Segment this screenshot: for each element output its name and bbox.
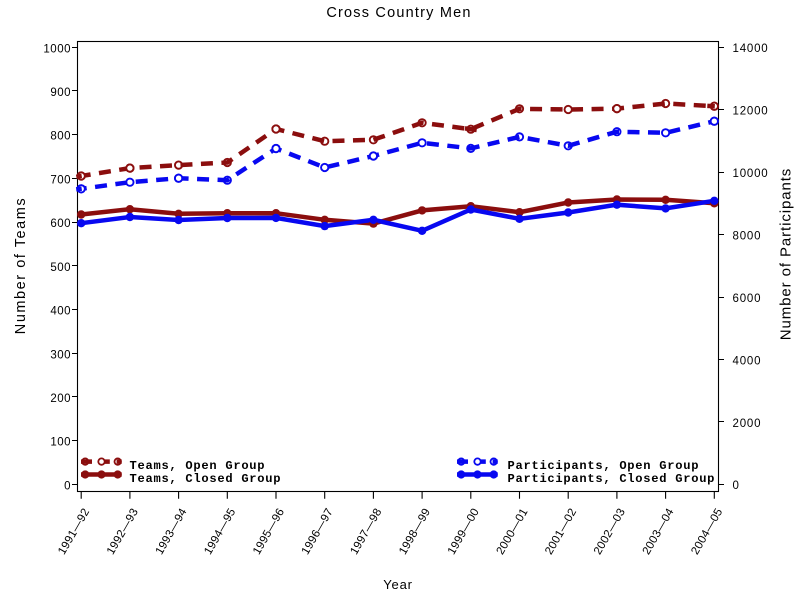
svg-text:0: 0 <box>64 480 71 492</box>
svg-text:Number of Teams: Number of Teams <box>13 197 29 334</box>
svg-text:100: 100 <box>50 437 71 449</box>
svg-text:14000: 14000 <box>733 43 769 55</box>
svg-text:6000: 6000 <box>733 293 762 305</box>
svg-text:Participants, Closed Group: Participants, Closed Group <box>508 472 716 486</box>
svg-text:8000: 8000 <box>733 230 762 242</box>
svg-text:Year: Year <box>383 577 412 592</box>
svg-text:Number of Participants: Number of Participants <box>778 168 795 340</box>
svg-text:900: 900 <box>50 87 71 99</box>
svg-text:400: 400 <box>50 306 71 318</box>
svg-text:500: 500 <box>50 262 71 274</box>
svg-text:1000: 1000 <box>43 43 71 55</box>
svg-text:200: 200 <box>50 393 71 405</box>
svg-text:2000: 2000 <box>733 418 762 430</box>
svg-text:600: 600 <box>50 218 71 230</box>
svg-text:4000: 4000 <box>733 355 762 367</box>
svg-text:Participants, Open Group: Participants, Open Group <box>508 459 700 473</box>
svg-text:300: 300 <box>50 349 71 361</box>
svg-text:Cross Country Men: Cross Country Men <box>326 5 471 21</box>
svg-text:10000: 10000 <box>733 168 769 180</box>
svg-text:800: 800 <box>50 131 71 143</box>
svg-text:700: 700 <box>50 174 71 186</box>
svg-text:Teams, Closed Group: Teams, Closed Group <box>130 472 282 486</box>
svg-text:0: 0 <box>733 480 740 492</box>
svg-text:Teams, Open Group: Teams, Open Group <box>130 459 266 473</box>
svg-text:12000: 12000 <box>733 106 769 118</box>
